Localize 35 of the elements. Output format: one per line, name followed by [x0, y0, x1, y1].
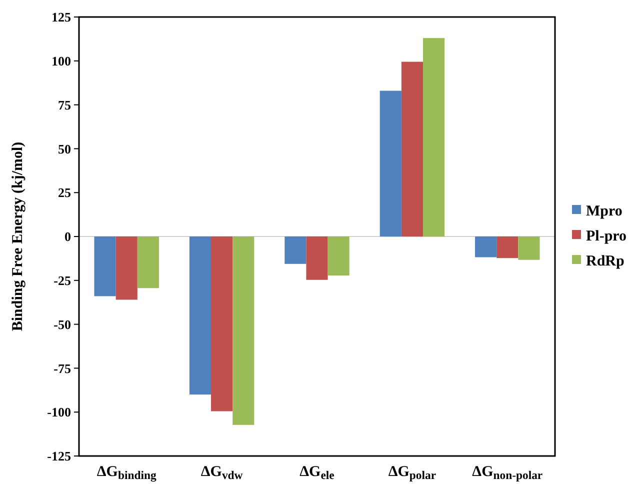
y-tick-label: 125	[52, 10, 72, 25]
x-tick-label: ΔG$_{ele}$	[300, 464, 334, 482]
bar	[306, 236, 328, 280]
y-tick-label: -25	[54, 272, 72, 288]
bar	[496, 236, 518, 258]
x-tick-label: ΔG$_{binding}$	[96, 464, 156, 482]
y-axis-title: Binding Free Energy (kj/mol)	[10, 142, 26, 332]
y-tick-label: 50	[58, 141, 71, 156]
bar	[189, 236, 212, 395]
y-tick-label: 0	[64, 229, 71, 244]
bar	[518, 236, 540, 260]
y-tick-label: -50	[54, 316, 71, 332]
y-tick-label: 75	[58, 97, 72, 112]
x-tick-label: ΔG$_{polar}$	[388, 464, 436, 482]
bar	[401, 62, 423, 236]
x-tick-label: ΔG$_{vdw}$	[200, 464, 244, 482]
legend-label: Mpro	[586, 203, 622, 220]
bar	[475, 236, 497, 258]
bar	[116, 236, 138, 300]
bar	[328, 236, 350, 276]
bar	[232, 236, 254, 425]
bar	[211, 236, 233, 412]
bar	[284, 236, 306, 264]
legend-label: RdRp	[586, 253, 624, 270]
y-tick-label: 25	[58, 185, 72, 200]
y-tick-label: -125	[47, 448, 72, 464]
y-tick-label: 100	[52, 53, 71, 68]
bar	[422, 38, 445, 236]
y-tick-label: -100	[47, 404, 71, 420]
legend-label: Pl-pro	[586, 228, 627, 244]
bar	[94, 236, 116, 296]
x-tick-label: ΔG$_{non-polar}$	[472, 464, 543, 482]
bar	[137, 236, 159, 288]
y-tick-label: -75	[54, 360, 72, 376]
bar	[380, 90, 402, 236]
